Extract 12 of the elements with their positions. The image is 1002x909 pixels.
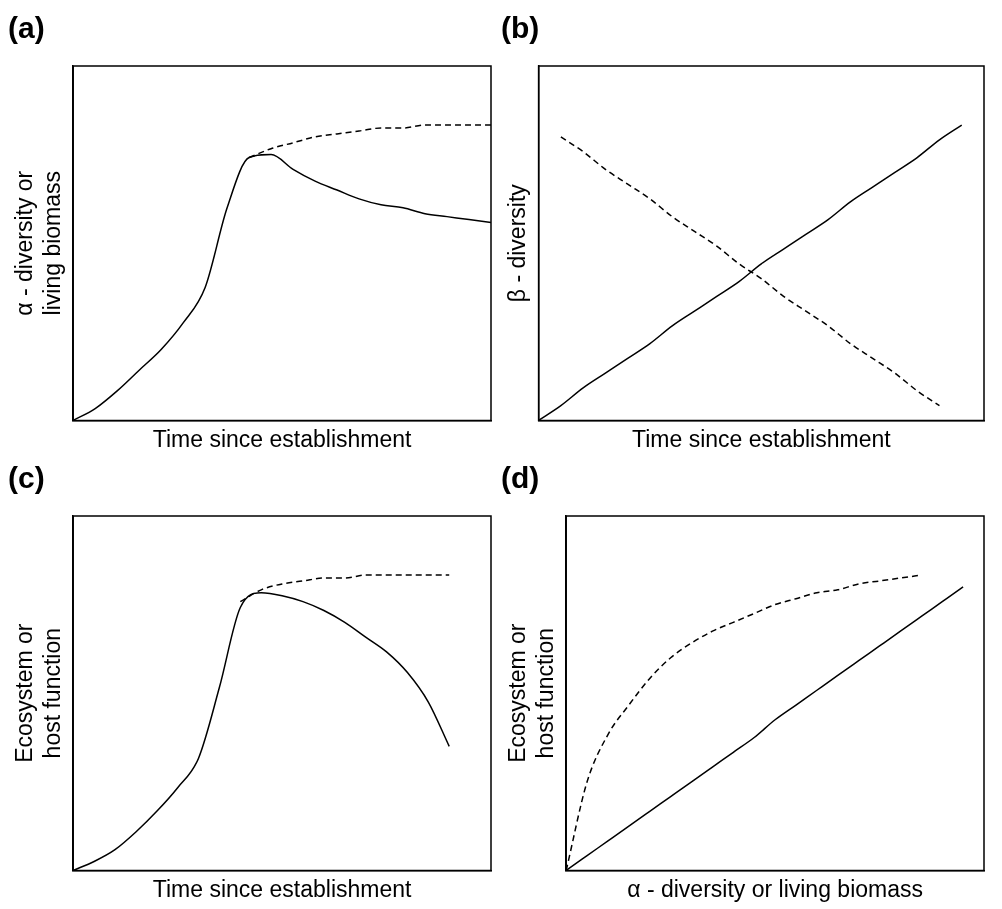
chart-title: (a) — [8, 11, 45, 45]
x-axis-title: Time since establishment — [152, 875, 413, 902]
y-axis-title: Ecosystem or host function — [504, 623, 558, 763]
chart-title: (d) — [501, 461, 540, 495]
x-axis-title: α - diversity or living biomass — [627, 875, 923, 902]
chart-title: (c) — [8, 461, 45, 495]
y-axis-title: β - diversity — [504, 183, 531, 303]
x-axis-title: Time since establishment — [631, 425, 892, 452]
x-axis-title: Time since establishment — [152, 425, 413, 452]
chart-title: (b) — [501, 11, 540, 45]
y-axis-title: Ecosystem or host function — [11, 623, 65, 763]
y-axis-title: α - diversity or living biomass — [11, 170, 65, 316]
